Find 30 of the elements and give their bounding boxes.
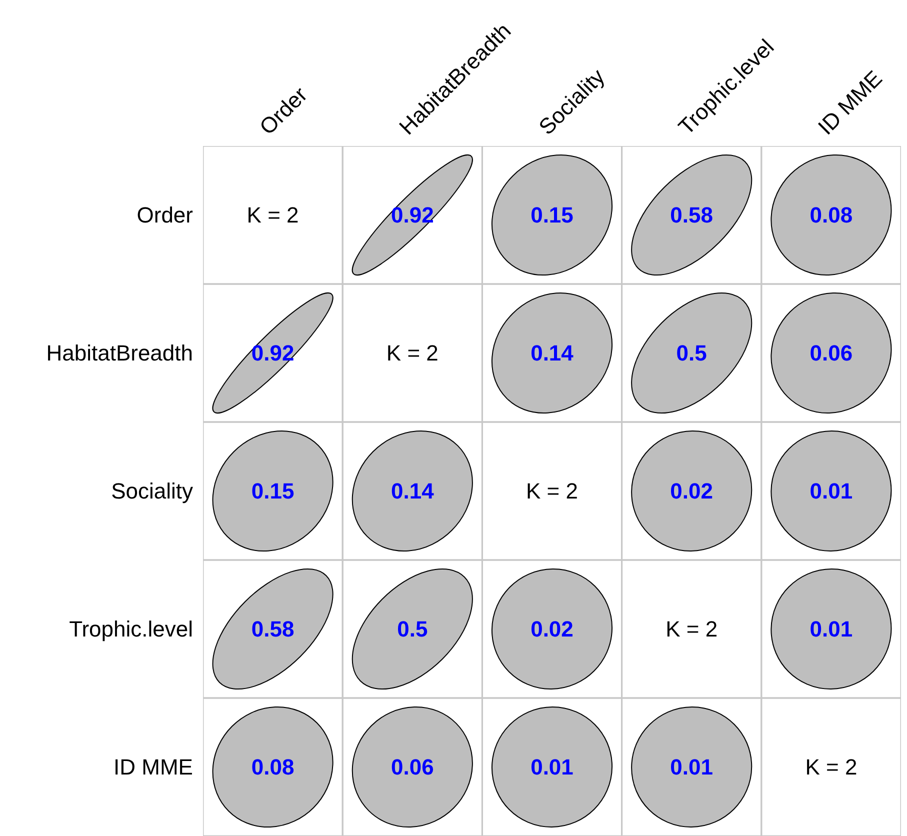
data-label: 0.14 <box>390 478 435 504</box>
data-label: 0.08 <box>810 202 853 228</box>
data-label: 0.01 <box>810 616 853 642</box>
y-tick-label: Sociality <box>111 478 193 504</box>
data-label: 0.01 <box>670 754 714 780</box>
data-label: 0.02 <box>530 616 574 642</box>
y-tick-label: Order <box>136 202 193 228</box>
text: K = 2 <box>666 616 718 642</box>
data-label: 0.5 <box>397 616 428 642</box>
data-label: 0.01 <box>530 754 574 780</box>
data-label: 0.08 <box>251 754 294 780</box>
data-label: 0.01 <box>810 478 853 504</box>
data-label: 0.06 <box>810 340 853 366</box>
y-tick-label: ID MME <box>114 754 193 780</box>
data-label: 0.5 <box>676 340 707 366</box>
data-label: 0.15 <box>251 478 294 504</box>
text: K = 2 <box>246 202 299 228</box>
data-label: 0.58 <box>670 202 714 228</box>
data-label: 0.92 <box>251 340 294 366</box>
data-label: 0.58 <box>251 616 294 642</box>
text: K = 2 <box>805 754 858 780</box>
data-label: 0.92 <box>390 202 434 228</box>
data-label: 0.06 <box>390 754 434 780</box>
text: K = 2 <box>386 340 438 366</box>
y-tick-label: Trophic.level <box>69 616 193 642</box>
data-label: 0.15 <box>530 202 574 228</box>
y-tick-label: HabitatBreadth <box>46 340 193 366</box>
data-label: 0.02 <box>670 478 714 504</box>
text: K = 2 <box>526 478 578 504</box>
data-label: 0.14 <box>530 340 574 366</box>
